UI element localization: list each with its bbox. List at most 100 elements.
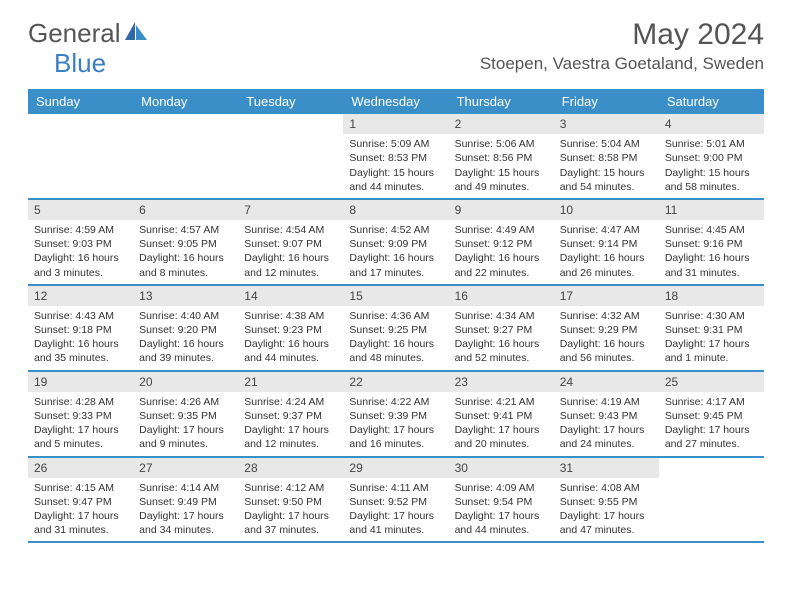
daylight-text: Daylight: 17 hours and 31 minutes. [34,509,127,537]
day-cell: 20Sunrise: 4:26 AMSunset: 9:35 PMDayligh… [133,372,238,456]
day-cell: 6Sunrise: 4:57 AMSunset: 9:05 PMDaylight… [133,200,238,284]
day-number: 24 [554,372,659,392]
day-body: Sunrise: 4:38 AMSunset: 9:23 PMDaylight:… [238,306,343,370]
day-body: Sunrise: 4:57 AMSunset: 9:05 PMDaylight:… [133,220,238,284]
day-body: Sunrise: 4:45 AMSunset: 9:16 PMDaylight:… [659,220,764,284]
day-body: Sunrise: 4:17 AMSunset: 9:45 PMDaylight:… [659,392,764,456]
day-cell: 4Sunrise: 5:01 AMSunset: 9:00 PMDaylight… [659,114,764,198]
day-cell: 17Sunrise: 4:32 AMSunset: 9:29 PMDayligh… [554,286,659,370]
sunrise-text: Sunrise: 4:38 AM [244,309,337,323]
weekday-header: Wednesday [343,89,448,114]
sunrise-text: Sunrise: 4:30 AM [665,309,758,323]
day-body [28,118,133,125]
sunset-text: Sunset: 9:25 PM [349,323,442,337]
sunrise-text: Sunrise: 4:11 AM [349,481,442,495]
daylight-text: Daylight: 15 hours and 58 minutes. [665,166,758,194]
day-cell: 1Sunrise: 5:09 AMSunset: 8:53 PMDaylight… [343,114,448,198]
day-cell: 13Sunrise: 4:40 AMSunset: 9:20 PMDayligh… [133,286,238,370]
day-number: 21 [238,372,343,392]
daylight-text: Daylight: 17 hours and 27 minutes. [665,423,758,451]
daylight-text: Daylight: 17 hours and 5 minutes. [34,423,127,451]
week-row: 1Sunrise: 5:09 AMSunset: 8:53 PMDaylight… [28,114,764,200]
day-body: Sunrise: 4:09 AMSunset: 9:54 PMDaylight:… [449,478,554,542]
day-number: 14 [238,286,343,306]
daylight-text: Daylight: 16 hours and 26 minutes. [560,251,653,279]
day-body: Sunrise: 4:28 AMSunset: 9:33 PMDaylight:… [28,392,133,456]
daylight-text: Daylight: 17 hours and 34 minutes. [139,509,232,537]
title-block: May 2024 Stoepen, Vaestra Goetaland, Swe… [480,18,764,74]
daylight-text: Daylight: 15 hours and 49 minutes. [455,166,548,194]
sunrise-text: Sunrise: 4:49 AM [455,223,548,237]
sunset-text: Sunset: 9:07 PM [244,237,337,251]
sunset-text: Sunset: 9:03 PM [34,237,127,251]
day-body: Sunrise: 4:47 AMSunset: 9:14 PMDaylight:… [554,220,659,284]
day-cell [238,114,343,198]
sunrise-text: Sunrise: 4:34 AM [455,309,548,323]
day-body: Sunrise: 4:52 AMSunset: 9:09 PMDaylight:… [343,220,448,284]
sunrise-text: Sunrise: 5:04 AM [560,137,653,151]
sunset-text: Sunset: 9:47 PM [34,495,127,509]
sunrise-text: Sunrise: 4:54 AM [244,223,337,237]
day-cell: 8Sunrise: 4:52 AMSunset: 9:09 PMDaylight… [343,200,448,284]
daylight-text: Daylight: 16 hours and 44 minutes. [244,337,337,365]
day-body [659,462,764,469]
day-body: Sunrise: 4:34 AMSunset: 9:27 PMDaylight:… [449,306,554,370]
day-number: 18 [659,286,764,306]
day-number: 31 [554,458,659,478]
sunset-text: Sunset: 9:09 PM [349,237,442,251]
sunrise-text: Sunrise: 5:06 AM [455,137,548,151]
sunrise-text: Sunrise: 4:32 AM [560,309,653,323]
weekday-header-row: SundayMondayTuesdayWednesdayThursdayFrid… [28,89,764,114]
sunrise-text: Sunrise: 4:47 AM [560,223,653,237]
day-cell: 12Sunrise: 4:43 AMSunset: 9:18 PMDayligh… [28,286,133,370]
weekday-header: Tuesday [238,89,343,114]
weekday-header: Sunday [28,89,133,114]
day-number: 5 [28,200,133,220]
day-cell: 27Sunrise: 4:14 AMSunset: 9:49 PMDayligh… [133,458,238,542]
sunset-text: Sunset: 8:56 PM [455,151,548,165]
daylight-text: Daylight: 16 hours and 52 minutes. [455,337,548,365]
day-number: 4 [659,114,764,134]
weeks-container: 1Sunrise: 5:09 AMSunset: 8:53 PMDaylight… [28,114,764,543]
weekday-header: Thursday [449,89,554,114]
sunrise-text: Sunrise: 4:12 AM [244,481,337,495]
day-number: 10 [554,200,659,220]
sunset-text: Sunset: 9:14 PM [560,237,653,251]
sunset-text: Sunset: 9:31 PM [665,323,758,337]
day-cell: 2Sunrise: 5:06 AMSunset: 8:56 PMDaylight… [449,114,554,198]
day-body: Sunrise: 4:08 AMSunset: 9:55 PMDaylight:… [554,478,659,542]
day-body [238,118,343,125]
day-body: Sunrise: 4:43 AMSunset: 9:18 PMDaylight:… [28,306,133,370]
daylight-text: Daylight: 17 hours and 44 minutes. [455,509,548,537]
sunrise-text: Sunrise: 4:22 AM [349,395,442,409]
day-body: Sunrise: 4:36 AMSunset: 9:25 PMDaylight:… [343,306,448,370]
sunset-text: Sunset: 9:27 PM [455,323,548,337]
day-cell: 14Sunrise: 4:38 AMSunset: 9:23 PMDayligh… [238,286,343,370]
month-title: May 2024 [480,18,764,52]
weekday-header: Friday [554,89,659,114]
day-body: Sunrise: 4:24 AMSunset: 9:37 PMDaylight:… [238,392,343,456]
sunset-text: Sunset: 9:54 PM [455,495,548,509]
calendar-page: General May 2024 Stoepen, Vaestra Goetal… [0,0,792,561]
daylight-text: Daylight: 16 hours and 12 minutes. [244,251,337,279]
day-number: 20 [133,372,238,392]
sunrise-text: Sunrise: 4:26 AM [139,395,232,409]
day-body: Sunrise: 4:54 AMSunset: 9:07 PMDaylight:… [238,220,343,284]
sunrise-text: Sunrise: 4:36 AM [349,309,442,323]
sunrise-text: Sunrise: 4:15 AM [34,481,127,495]
daylight-text: Daylight: 17 hours and 9 minutes. [139,423,232,451]
sunrise-text: Sunrise: 4:40 AM [139,309,232,323]
daylight-text: Daylight: 16 hours and 56 minutes. [560,337,653,365]
day-cell: 16Sunrise: 4:34 AMSunset: 9:27 PMDayligh… [449,286,554,370]
day-number: 7 [238,200,343,220]
week-row: 26Sunrise: 4:15 AMSunset: 9:47 PMDayligh… [28,458,764,544]
day-body: Sunrise: 5:09 AMSunset: 8:53 PMDaylight:… [343,134,448,198]
sunset-text: Sunset: 8:58 PM [560,151,653,165]
day-number: 15 [343,286,448,306]
sunrise-text: Sunrise: 4:43 AM [34,309,127,323]
sunrise-text: Sunrise: 4:24 AM [244,395,337,409]
week-row: 19Sunrise: 4:28 AMSunset: 9:33 PMDayligh… [28,372,764,458]
daylight-text: Daylight: 16 hours and 17 minutes. [349,251,442,279]
daylight-text: Daylight: 17 hours and 12 minutes. [244,423,337,451]
sunrise-text: Sunrise: 4:09 AM [455,481,548,495]
